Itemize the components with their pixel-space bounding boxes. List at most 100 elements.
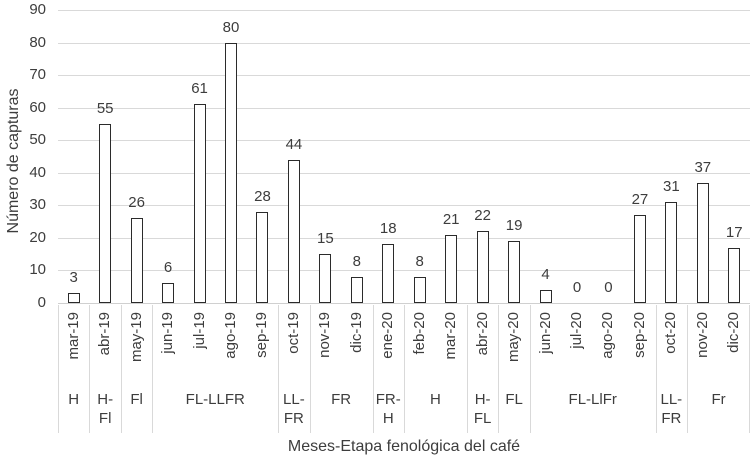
month-tick-label: sep-20 [630,312,648,358]
bar-value-label: 15 [317,230,334,248]
bar [508,241,521,303]
bar-value-label: 18 [379,220,397,238]
bar-value-label: 44 [285,135,303,153]
group-divider [278,305,279,433]
bar-value-label: 8 [352,252,361,270]
y-tick-label: 40 [29,164,46,181]
gridline [58,75,750,76]
month-tick-label: jul-20 [568,312,585,349]
month-tick-label: nov-19 [316,312,334,358]
group-divider [687,305,688,433]
group-divider [656,305,657,433]
month-tick-label: feb-20 [410,312,428,355]
bar [476,231,489,303]
bar [633,215,646,303]
gridline [58,108,750,109]
month-tick-label: may-19 [127,312,145,363]
group-label: FL-LlFr [568,391,617,408]
y-tick-label: 80 [29,34,46,51]
gridline [58,270,750,271]
group-divider [58,305,59,433]
bar [287,159,300,303]
group-label: H [430,391,441,408]
bar-value-label: 19 [505,217,523,235]
group-label: H-FL [473,391,492,427]
y-tick-label: 0 [37,294,46,311]
group-label: LL-FR [283,391,305,427]
bar [382,244,395,303]
bar [696,182,709,303]
group-label: FR [331,391,352,408]
bar [665,202,678,303]
bar [350,276,363,303]
group-divider [152,305,153,433]
bar [539,289,552,303]
gridline [58,43,750,44]
bar-value-label: 22 [474,207,491,225]
month-tick-label: mar-19 [64,312,82,360]
bar-value-label: 4 [541,265,550,283]
bar-value-label: 6 [163,259,173,277]
bar-value-label: 0 [572,279,582,296]
month-tick-label: may-20 [505,312,523,363]
bar-value-label: 21 [442,210,460,228]
month-tick-label: jul-19 [190,312,208,349]
month-tick-label: abr-20 [473,312,491,356]
gridline [58,238,750,239]
month-tick-label: ago-20 [599,312,617,359]
bar [193,104,206,303]
bar [445,234,458,303]
group-label: H-Fl [97,391,114,427]
gridline [58,173,750,174]
group-divider [530,305,531,433]
bar-value-label: 31 [663,178,680,196]
bar [413,276,426,303]
group-label: FL-LLFR [185,391,245,408]
month-tick-label: ago-19 [222,312,239,359]
bar-value-label: 80 [222,18,240,36]
bar [319,254,332,303]
bar-value-label: 61 [191,80,208,98]
bar [162,283,175,303]
month-tick-label: oct-19 [284,312,302,354]
group-divider [121,305,122,433]
bar [728,247,741,303]
group-label: FR-H [375,391,401,427]
gridline [58,205,750,206]
group-divider [467,305,468,433]
month-tick-label: dic-19 [347,312,365,353]
bar-value-label: 17 [725,223,743,241]
bar [67,293,80,303]
y-tick-label: 10 [29,261,46,278]
group-label: Fl [130,391,143,408]
gridline [58,140,750,141]
bar-value-label: 3 [69,269,78,287]
y-tick-label: 90 [29,1,46,18]
bar-value-label: 8 [415,252,424,270]
group-divider [404,305,405,433]
bar-value-label: 27 [631,191,649,209]
month-tick-label: jun-19 [159,312,177,354]
bar [130,218,143,303]
group-divider [373,305,374,433]
month-tick-label: oct-20 [662,312,680,354]
x-axis-title: Meses-Etapa fenológica del café [287,438,521,455]
bar-value-label: 37 [694,158,712,176]
month-tick-label: nov-20 [693,312,711,358]
group-label: Fr [711,391,726,408]
month-tick-label: jun-20 [536,312,554,354]
y-tick-label: 60 [29,99,46,116]
bar [225,42,237,303]
y-tick-label: 30 [29,196,46,213]
bar-value-label: 0 [604,279,613,296]
month-tick-label: dic-20 [725,312,743,353]
bar [99,123,112,303]
bar-value-label: 28 [254,187,271,205]
month-tick-label: abr-19 [96,312,114,356]
y-tick-label: 70 [29,66,46,83]
group-label: FL [505,391,523,408]
group-divider [498,305,499,433]
month-tick-label: mar-20 [442,312,460,360]
group-divider [310,305,311,433]
